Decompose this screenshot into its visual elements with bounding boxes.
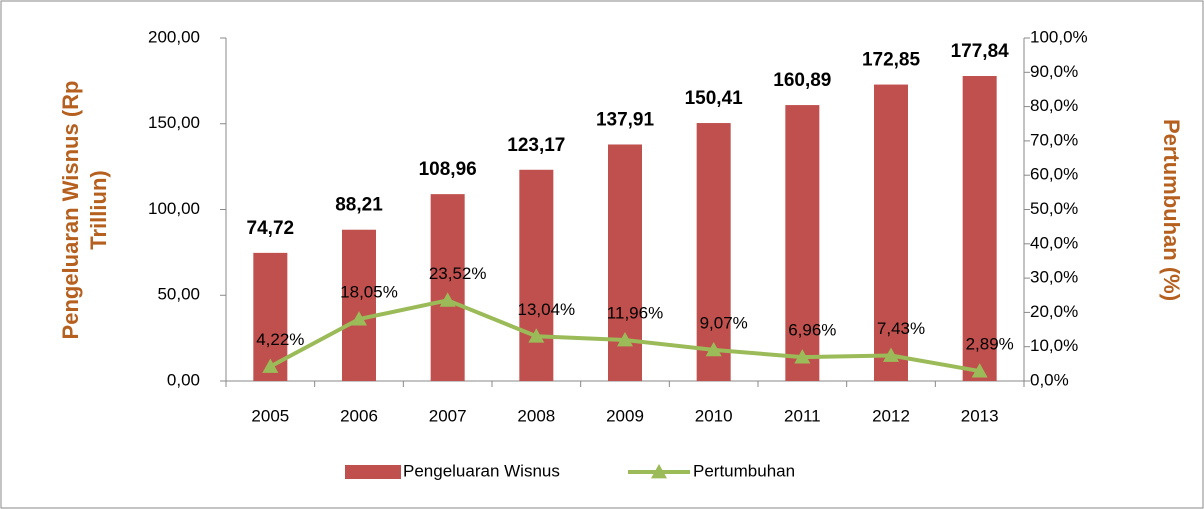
line-marker — [617, 331, 633, 347]
bar-label: 150,41 — [685, 88, 744, 109]
line-label: 11,96% — [607, 303, 663, 322]
line-label: 7,43% — [877, 319, 925, 338]
bar-label: 160,89 — [773, 70, 831, 91]
y-tick-label: 100,00 — [148, 199, 200, 218]
line-label: 18,05% — [340, 283, 398, 302]
bar-label: 177,84 — [951, 41, 1010, 62]
y-axis-title: Pengeluaran Wisnus (Rp Trilliun) — [58, 81, 111, 340]
line-marker — [971, 363, 988, 378]
x-tick-label: 2005 — [251, 406, 289, 425]
y-tick-label: 200,00 — [148, 27, 200, 46]
bar — [962, 76, 997, 382]
bar — [342, 229, 376, 381]
bar-label: 123,17 — [507, 135, 565, 156]
y2-tick-label: 10,0% — [1030, 336, 1078, 355]
y-tick-label: 0,00 — [167, 370, 200, 389]
bar — [874, 84, 908, 381]
y2-tick-label: 20,0% — [1030, 302, 1078, 321]
x-tick-label: 2012 — [872, 406, 910, 425]
legend-swatch — [345, 465, 401, 479]
y-axis-title-line: Pengeluaran Wisnus (Rp — [58, 81, 83, 340]
line-label: 23,52% — [429, 264, 487, 283]
legend-label: Pengeluaran Wisnus — [403, 461, 560, 480]
line-marker — [439, 292, 456, 307]
line-marker — [351, 311, 367, 326]
y-axis-title-line: Trilliun) — [86, 170, 111, 249]
line-marker — [528, 328, 545, 343]
y2-axis-title: Pertumbuhan (%) — [1159, 119, 1184, 301]
line-label: 6,96% — [788, 321, 836, 340]
line-label: 4,22% — [256, 330, 304, 349]
line-label: 2,89% — [966, 335, 1014, 354]
y-tick-label: 150,00 — [148, 113, 200, 132]
y2-tick-label: 90,0% — [1030, 62, 1078, 81]
y2-tick-label: 40,0% — [1030, 233, 1078, 252]
bar — [696, 123, 731, 382]
line-label: 13,04% — [517, 300, 575, 319]
y2-tick-label: 30,0% — [1030, 268, 1078, 287]
bar-label: 108,96 — [419, 159, 477, 180]
y2-tick-label: 50,0% — [1030, 199, 1078, 218]
x-tick-label: 2007 — [429, 406, 467, 425]
x-tick-label: 2006 — [340, 406, 378, 425]
line-marker — [794, 349, 811, 364]
x-tick-label: 2008 — [517, 406, 555, 425]
x-tick-label: 2009 — [606, 406, 644, 425]
bar — [519, 169, 554, 381]
legend-marker — [651, 464, 667, 479]
legend-label: Pertumbuhan — [693, 461, 795, 480]
x-tick-label: 2013 — [961, 406, 999, 425]
y2-tick-label: 80,0% — [1030, 96, 1078, 115]
y2-tick-label: 0,0% — [1030, 370, 1069, 389]
bar-label: 172,85 — [862, 50, 921, 71]
x-tick-label: 2010 — [695, 406, 733, 425]
y-tick-label: 50,00 — [157, 285, 200, 304]
bar-label: 74,72 — [247, 218, 295, 239]
line-label: 9,07% — [700, 313, 748, 332]
y2-tick-label: 70,0% — [1030, 130, 1078, 149]
bar-label: 88,21 — [335, 195, 383, 216]
y2-tick-label: 100,0% — [1030, 27, 1088, 46]
line-marker — [883, 347, 899, 362]
y2-tick-label: 60,0% — [1030, 165, 1078, 184]
bar — [430, 194, 465, 381]
bar — [785, 105, 820, 382]
x-tick-label: 2011 — [784, 406, 821, 425]
line-marker — [262, 358, 279, 373]
bar-label: 137,91 — [596, 109, 655, 130]
line-marker — [705, 341, 722, 357]
